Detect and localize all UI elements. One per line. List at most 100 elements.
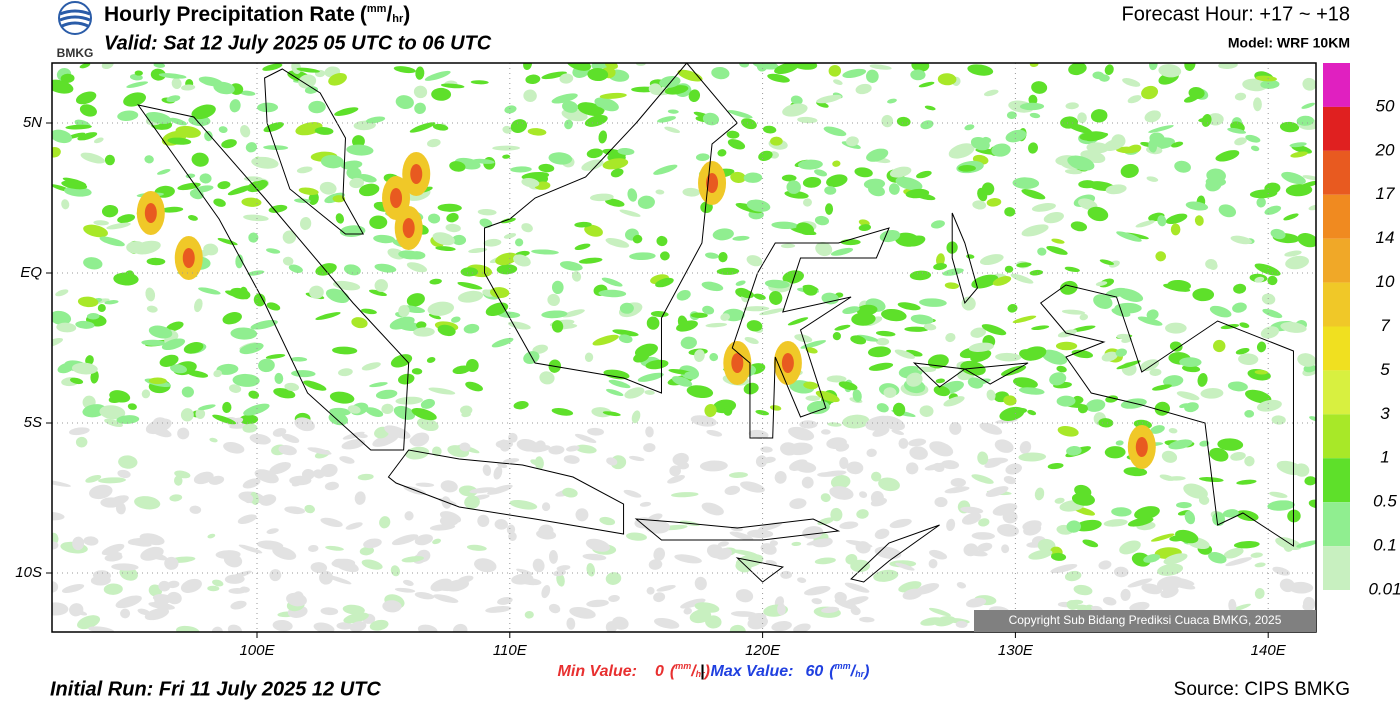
rain-cell xyxy=(536,529,557,540)
rain-cell xyxy=(375,389,398,400)
rain-cell xyxy=(1127,95,1142,104)
rain-cell xyxy=(415,66,425,80)
rain-cell xyxy=(118,455,138,469)
rain-cell xyxy=(1101,351,1118,362)
legend-label: 0.01 xyxy=(1368,579,1400,598)
rain-cell xyxy=(706,429,723,437)
rain-cell xyxy=(977,451,989,465)
rain-cell xyxy=(235,254,244,269)
rain-cell xyxy=(193,471,214,485)
rain-cell xyxy=(1115,348,1128,357)
rain-cell xyxy=(895,176,923,191)
rain-cell xyxy=(446,212,459,223)
rain-cell xyxy=(452,365,471,375)
rain-cell xyxy=(933,263,947,271)
rain-cell xyxy=(230,327,258,340)
rain-cell xyxy=(956,582,967,589)
rain-cell xyxy=(1185,201,1209,211)
rain-cell xyxy=(824,186,837,195)
logo: BMKG xyxy=(57,1,93,60)
rain-cell xyxy=(445,223,461,233)
rain-cell xyxy=(414,102,426,114)
rain-cell xyxy=(1140,359,1160,372)
rain-cell xyxy=(637,195,655,209)
rain-cell xyxy=(929,607,951,617)
rain-cell xyxy=(645,426,654,438)
rain-cell xyxy=(1031,81,1048,94)
rain-cell xyxy=(329,391,355,404)
legend-swatch xyxy=(1323,63,1350,107)
rain-cell xyxy=(490,287,510,299)
rain-cell xyxy=(411,407,437,421)
rain-cell xyxy=(1022,520,1042,531)
rain-cell xyxy=(718,251,728,263)
rain-cell xyxy=(1301,102,1315,109)
rain-cell xyxy=(758,150,773,161)
rain-cell xyxy=(1095,281,1108,287)
rain-cell xyxy=(889,518,912,529)
rain-cell xyxy=(1003,475,1016,485)
rain-cell xyxy=(863,178,886,190)
rain-cell xyxy=(1021,224,1049,237)
rain-cell xyxy=(463,323,480,334)
rain-cell xyxy=(826,174,848,188)
rain-cell xyxy=(674,554,702,564)
rain-cell xyxy=(1055,341,1078,351)
rain-cell xyxy=(1280,322,1307,333)
rain-cell xyxy=(120,608,131,619)
rain-cell xyxy=(1220,324,1240,330)
rain-cell xyxy=(971,274,999,289)
rain-cell xyxy=(1078,180,1096,189)
rain-cell xyxy=(160,206,184,213)
rain-cell xyxy=(633,352,650,363)
rain-cell xyxy=(850,335,867,345)
rain-cell xyxy=(911,63,930,72)
coastline xyxy=(387,449,625,535)
coastline xyxy=(731,227,890,439)
rain-cell xyxy=(1002,510,1018,524)
rain-cell xyxy=(230,600,247,610)
source: Source: CIPS BMKG xyxy=(1174,679,1350,700)
rain-core xyxy=(1135,437,1148,457)
legend-swatch xyxy=(1323,194,1350,239)
rain-cell xyxy=(117,214,136,224)
rain-cell xyxy=(86,313,100,320)
rain-cell xyxy=(930,220,945,229)
rain-cell xyxy=(887,98,897,104)
rain-cell xyxy=(729,531,754,541)
rain-cell xyxy=(433,594,459,603)
rain-cell xyxy=(771,621,792,632)
rain-cell xyxy=(562,487,578,498)
rain-cell xyxy=(571,271,582,282)
rain-cell xyxy=(1175,529,1199,544)
rain-cell xyxy=(878,477,900,492)
rain-cell xyxy=(774,471,787,484)
copyright-box xyxy=(974,610,1316,632)
rain-cell xyxy=(60,73,75,84)
rain-cell xyxy=(747,529,774,539)
rain-cell xyxy=(986,198,1002,207)
rain-cell xyxy=(79,63,91,69)
rain-cell xyxy=(104,300,119,305)
rain-cell xyxy=(347,405,361,414)
rain-cell xyxy=(504,105,517,114)
rain-cell xyxy=(815,390,840,403)
rain-cell xyxy=(892,402,906,417)
rain-cell xyxy=(1163,283,1191,292)
rain-cell xyxy=(702,305,715,315)
rain-cell xyxy=(195,408,206,420)
rain-cell xyxy=(741,118,757,130)
rain-cell xyxy=(328,412,349,426)
legend-label: 10 xyxy=(1376,272,1395,291)
rain-cell xyxy=(637,372,664,382)
rain-cell xyxy=(876,403,889,413)
rain-cell xyxy=(1285,255,1309,270)
rain-cell xyxy=(1016,262,1032,268)
rain-cell xyxy=(1018,452,1047,462)
rain-cell xyxy=(965,597,987,608)
rain-cell xyxy=(551,408,574,416)
rain-cell xyxy=(1129,601,1150,612)
rain-cell xyxy=(780,570,793,579)
rain-cell xyxy=(624,387,645,399)
rain-cell xyxy=(117,110,139,121)
